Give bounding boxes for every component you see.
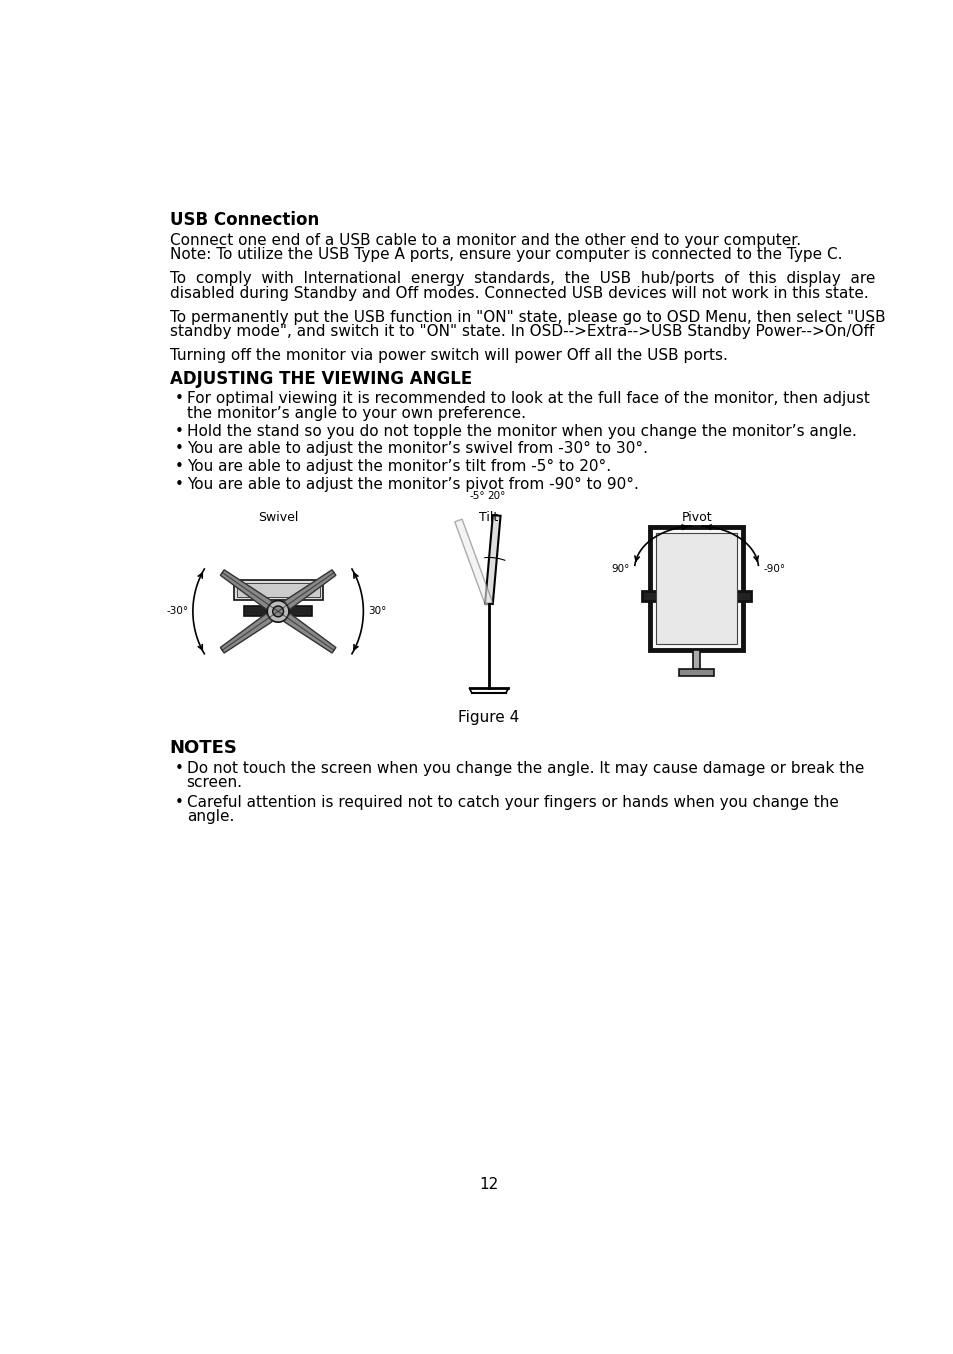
- Polygon shape: [220, 613, 272, 653]
- Bar: [244, 607, 312, 616]
- Text: For optimal viewing it is recommended to look at the full face of the monitor, t: For optimal viewing it is recommended to…: [187, 391, 868, 406]
- Text: ADJUSTING THE VIEWING ANGLE: ADJUSTING THE VIEWING ANGLE: [170, 370, 472, 387]
- Text: •: •: [174, 795, 183, 810]
- Polygon shape: [284, 570, 335, 609]
- Text: standby mode", and switch it to "ON" state. In OSD-->Extra-->USB Standby Power--: standby mode", and switch it to "ON" sta…: [170, 324, 873, 340]
- Text: Tilt: Tilt: [478, 512, 498, 524]
- Text: Connect one end of a USB cable to a monitor and the other end to your computer.: Connect one end of a USB cable to a moni…: [170, 233, 800, 248]
- Bar: [692, 650, 700, 669]
- Text: 12: 12: [478, 1178, 498, 1193]
- Text: To permanently put the USB function in "ON" state, please go to OSD Menu, then s: To permanently put the USB function in "…: [170, 310, 884, 325]
- Circle shape: [267, 601, 289, 623]
- Text: Note: To utilize the USB Type A ports, ensure your computer is connected to the : Note: To utilize the USB Type A ports, e…: [170, 248, 841, 263]
- Bar: [233, 580, 322, 600]
- Text: Do not touch the screen when you change the angle. It may cause damage or break : Do not touch the screen when you change …: [187, 761, 863, 776]
- Text: 90°: 90°: [611, 565, 629, 574]
- Text: USB Connection: USB Connection: [170, 211, 318, 229]
- Polygon shape: [284, 613, 335, 653]
- Text: disabled during Standby and Off modes. Connected USB devices will not work in th: disabled during Standby and Off modes. C…: [170, 286, 867, 301]
- Text: angle.: angle.: [187, 810, 233, 825]
- Text: You are able to adjust the monitor’s pivot from -90° to 90°.: You are able to adjust the monitor’s piv…: [187, 477, 638, 492]
- Text: •: •: [174, 441, 183, 456]
- Text: You are able to adjust the monitor’s swivel from -30° to 30°.: You are able to adjust the monitor’s swi…: [187, 441, 647, 456]
- Text: Hold the stand so you do not topple the monitor when you change the monitor’s an: Hold the stand so you do not topple the …: [187, 424, 856, 439]
- Text: •: •: [174, 391, 183, 406]
- Bar: [679, 669, 713, 676]
- Text: Turning off the monitor via power switch will power Off all the USB ports.: Turning off the monitor via power switch…: [170, 348, 727, 363]
- Text: You are able to adjust the monitor’s tilt from -5° to 20°.: You are able to adjust the monitor’s til…: [187, 459, 610, 474]
- Bar: [649, 527, 742, 650]
- Text: 20°: 20°: [487, 492, 505, 501]
- Text: 30°: 30°: [368, 607, 386, 616]
- Text: Swivel: Swivel: [257, 512, 298, 524]
- Text: •: •: [174, 424, 183, 439]
- Polygon shape: [220, 570, 272, 609]
- Text: screen.: screen.: [187, 776, 242, 791]
- Text: Careful attention is required not to catch your fingers or hands when you change: Careful attention is required not to cat…: [187, 795, 838, 810]
- Circle shape: [273, 607, 283, 617]
- Text: -30°: -30°: [166, 607, 188, 616]
- Polygon shape: [484, 515, 500, 604]
- Text: •: •: [174, 761, 183, 776]
- Text: •: •: [174, 477, 183, 492]
- Polygon shape: [455, 519, 492, 605]
- Text: Figure 4: Figure 4: [457, 709, 519, 724]
- Bar: [236, 584, 319, 597]
- Bar: [641, 590, 750, 601]
- Text: Pivot: Pivot: [680, 512, 711, 524]
- Text: the monitor’s angle to your own preference.: the monitor’s angle to your own preferen…: [187, 406, 525, 421]
- Text: -90°: -90°: [762, 565, 784, 574]
- Text: To  comply  with  International  energy  standards,  the  USB  hub/ports  of  th: To comply with International energy stan…: [170, 271, 874, 286]
- Bar: [656, 533, 736, 643]
- Text: -5°: -5°: [469, 492, 484, 501]
- Text: NOTES: NOTES: [170, 739, 237, 757]
- Text: •: •: [174, 459, 183, 474]
